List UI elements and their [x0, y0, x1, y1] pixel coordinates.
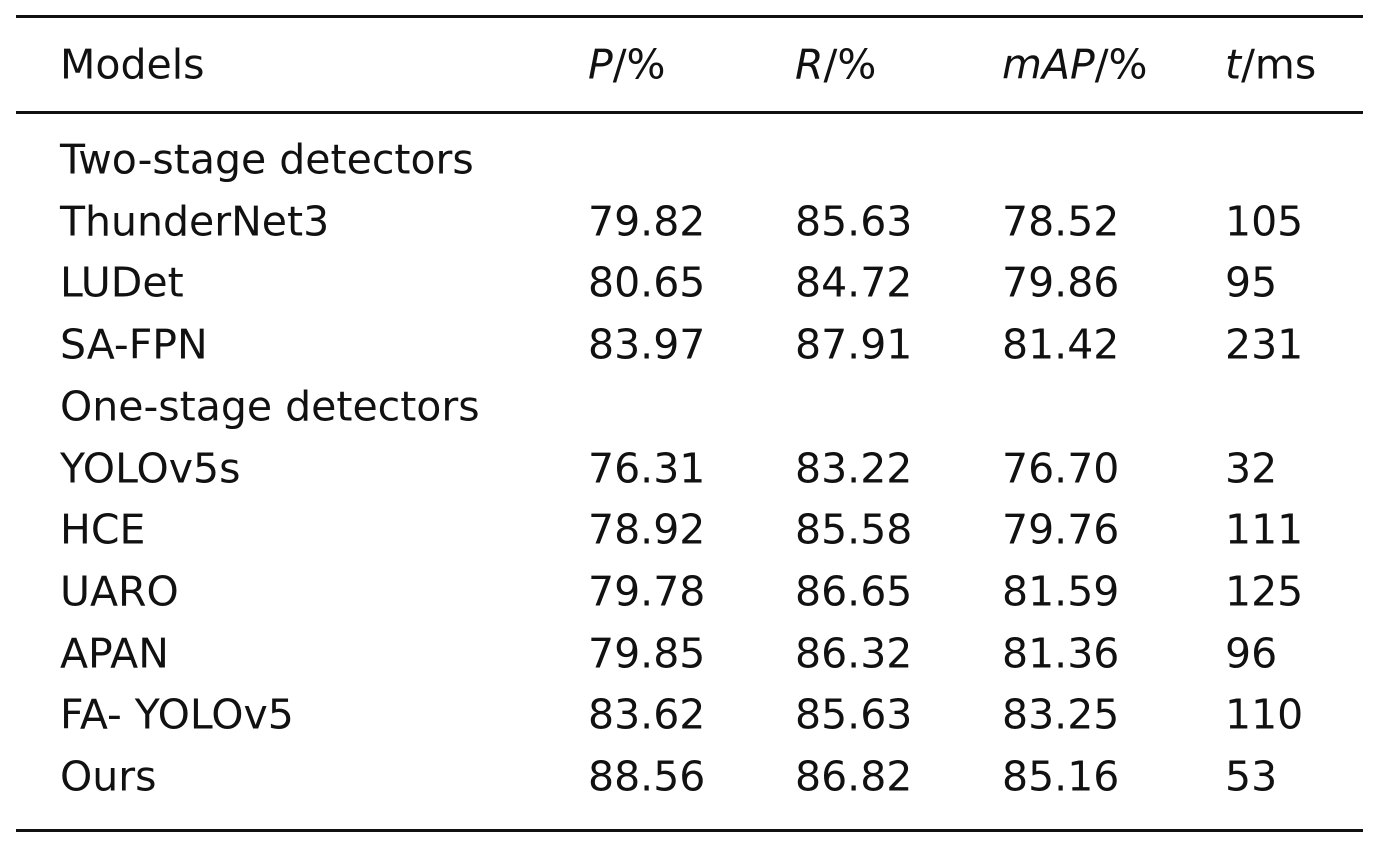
- model-name: ThunderNet3: [60, 197, 330, 246]
- value-cell: 86.32: [795, 629, 913, 678]
- value-cell: 110: [1225, 690, 1304, 739]
- value-cell: 80.65: [588, 258, 706, 307]
- value-cell: 111: [1225, 505, 1304, 554]
- top-rule: [16, 15, 1363, 18]
- header-var: P: [588, 40, 613, 89]
- header-cell: t/ms: [1225, 44, 1316, 86]
- header-cell: P/%: [588, 44, 666, 86]
- model-name: SA-FPN: [60, 320, 208, 369]
- model-name: LUDet: [60, 258, 184, 307]
- value-cell: 85.63: [795, 197, 913, 246]
- value-cell: 53: [1225, 752, 1278, 801]
- value-cell: 83.62: [588, 690, 706, 739]
- value-cell: 79.78: [588, 567, 706, 616]
- value-cell: 79.76: [1002, 505, 1120, 554]
- value-cell: 81.42: [1002, 320, 1120, 369]
- header-cell: mAP/%: [1002, 44, 1148, 86]
- header-unit: /ms: [1241, 40, 1317, 89]
- value-cell: 88.56: [588, 752, 706, 801]
- section-label: One-stage detectors: [60, 382, 480, 431]
- value-cell: 125: [1225, 567, 1304, 616]
- header-cell: R/%: [795, 44, 876, 86]
- value-cell: 105: [1225, 197, 1304, 246]
- section-label: Two-stage detectors: [60, 135, 474, 184]
- value-cell: 85.63: [795, 690, 913, 739]
- value-cell: 85.16: [1002, 752, 1120, 801]
- value-cell: 84.72: [795, 258, 913, 307]
- value-cell: 81.36: [1002, 629, 1120, 678]
- value-cell: 85.58: [795, 505, 913, 554]
- value-cell: 76.31: [588, 444, 706, 492]
- value-cell: 87.91: [795, 320, 913, 369]
- value-cell: 79.82: [588, 197, 706, 246]
- model-name: FA- YOLOv5: [60, 690, 294, 739]
- value-cell: 76.70: [1002, 444, 1120, 492]
- header-cell: Models: [60, 40, 205, 89]
- model-name: HCE: [60, 505, 146, 554]
- value-cell: 32: [1225, 444, 1278, 492]
- header-var: t: [1225, 40, 1242, 89]
- header-unit: /%: [823, 40, 877, 89]
- value-cell: 96: [1225, 629, 1278, 678]
- header-var: R: [795, 40, 824, 89]
- bottom-rule: [16, 829, 1363, 832]
- value-cell: 83.25: [1002, 690, 1120, 739]
- header-unit: /%: [1094, 40, 1148, 89]
- value-cell: 95: [1225, 258, 1278, 307]
- model-name: APAN: [60, 629, 169, 678]
- value-cell: 86.82: [795, 752, 913, 801]
- model-name: UARO: [60, 567, 179, 616]
- value-cell: 86.65: [795, 567, 913, 616]
- value-cell: 78.52: [1002, 197, 1120, 246]
- header-unit: /%: [612, 40, 666, 89]
- value-cell: 81.59: [1002, 567, 1120, 616]
- model-name: Ours: [60, 752, 157, 801]
- value-cell: 79.85: [588, 629, 706, 678]
- value-cell: 78.92: [588, 505, 706, 554]
- model-name: YOLOv5s: [60, 444, 241, 492]
- value-cell: 79.86: [1002, 258, 1120, 307]
- value-cell: 83.22: [795, 444, 913, 492]
- header-rule: [16, 111, 1363, 114]
- value-cell: 83.97: [588, 320, 706, 369]
- value-cell: 231: [1225, 320, 1304, 369]
- header-var: mAP: [1002, 40, 1095, 89]
